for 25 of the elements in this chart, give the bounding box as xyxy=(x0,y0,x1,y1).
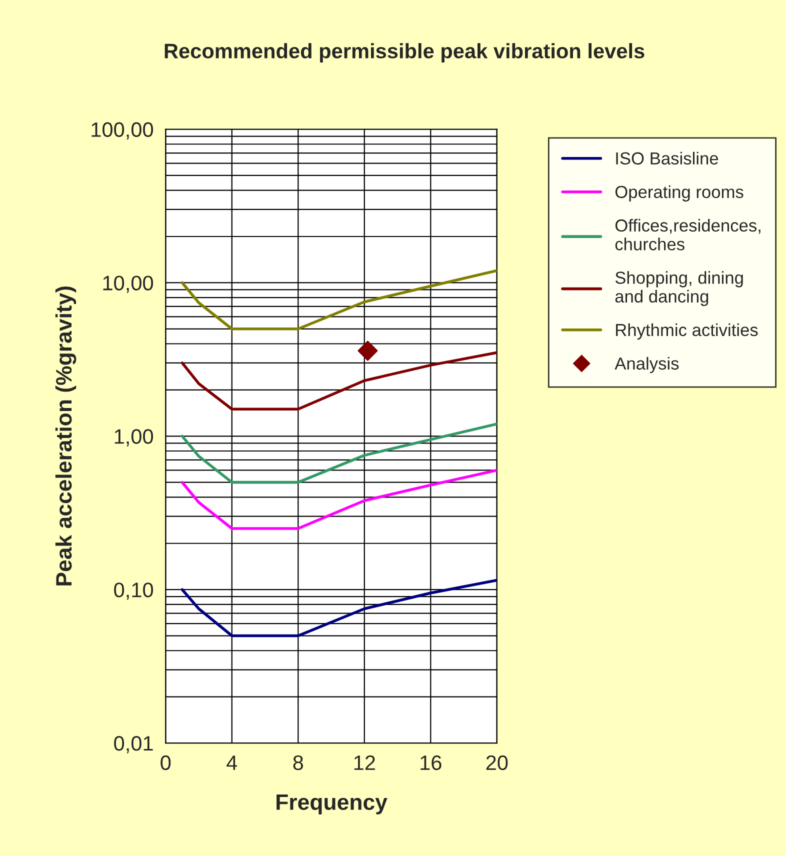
x-tick-label: 4 xyxy=(226,756,238,770)
y-tick-label: 0,01 xyxy=(114,736,153,754)
line-series xyxy=(180,422,497,484)
legend-label: Operating rooms xyxy=(615,185,744,202)
x-tick-label: 0 xyxy=(160,755,171,770)
y-tick-label: 10,00 xyxy=(103,276,154,293)
line-series xyxy=(180,269,497,330)
x-tick-label: 8 xyxy=(293,755,304,770)
line-series xyxy=(180,351,497,411)
y-axis-title: Peak acceleration (%gravity) xyxy=(55,286,76,586)
x-tick-label: 12 xyxy=(354,755,375,770)
chart-title: Recommended permissible peak vibration levels xyxy=(164,43,644,63)
line-series xyxy=(180,578,497,638)
legend-label: ISO Basisline xyxy=(616,152,718,165)
x-tick-label: 20 xyxy=(486,755,508,770)
legend-label: Rhythmic activities xyxy=(616,323,758,340)
y-tick-label: 1,00 xyxy=(114,429,154,446)
legend-label: Shopping, dining and dancing xyxy=(615,271,743,306)
x-axis-title: Frequency xyxy=(276,794,388,814)
y-tick-label: 100,00 xyxy=(92,122,154,140)
line-series xyxy=(180,468,497,530)
y-tick-label: 0,10 xyxy=(114,582,154,600)
x-tick-label: 16 xyxy=(420,755,442,770)
legend-label: Offices,residences, churches xyxy=(615,218,760,250)
legend-label: Analysis xyxy=(614,356,679,374)
